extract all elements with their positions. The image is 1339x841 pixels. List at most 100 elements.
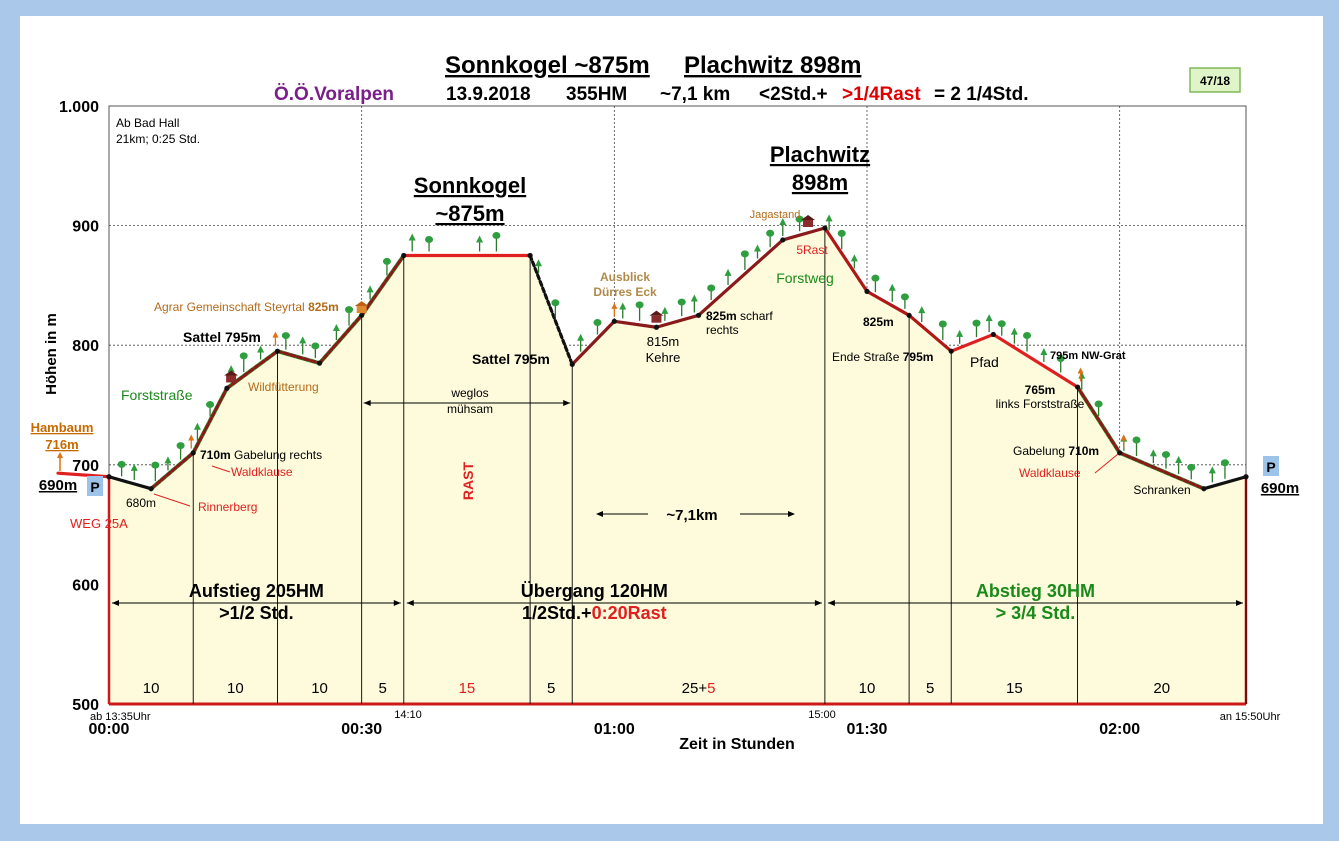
nwgrat-label: 795m NW-Grat [1050,350,1126,362]
waldklause-right-pointer [1094,453,1119,474]
x-tick-label: 00:00 [89,721,130,738]
tree-icon [825,214,833,222]
schranken-label: Schranken [1133,483,1190,497]
e825-descent-label: 825m [863,315,894,329]
profile-segment [191,386,229,455]
tree-icon [281,332,290,340]
phase-arrow-head [814,600,822,606]
waypoint-arrow-head [1120,434,1127,441]
tree-icon [740,250,749,258]
subtitle-distance: ~7,1 km [660,84,730,105]
ende-strasse-label: Ende Straße 795m [832,350,933,364]
waypoint-arrow-head [1077,367,1084,374]
tree-icon [918,306,926,314]
tree-icon [619,302,627,310]
tree-icon [766,229,775,237]
segment-duration-label: 20 [1153,680,1170,697]
segment-duration-label: 15 [459,680,476,697]
badge-label: 47/18 [1200,74,1230,88]
ausblick-label: Ausblick [600,270,650,284]
profile-segment [696,238,785,317]
profile-segment [654,313,701,329]
tree-icon [677,298,686,306]
profile-segment [570,319,616,366]
tree-icon [1175,455,1183,463]
pfad-label: Pfad [970,354,999,370]
tree-icon [635,301,644,309]
profile-point [224,385,230,391]
profile-point [653,324,660,330]
tree-icon [690,294,698,302]
profile-point [106,474,112,480]
profile-segment [907,313,953,353]
parking-label-start: P [90,479,99,495]
chart-title-sonnkogel: Sonnkogel ~875m [445,52,650,79]
jagastand-label: Jagastand [750,209,801,221]
tree-icon [1161,451,1170,459]
segment-duration-label: 10 [311,680,328,697]
profile-point [527,252,533,259]
tree-icon [956,329,964,337]
phase-duration: 1/2Std.+0:20Rast [522,603,667,623]
sonnkogel-peak-elev: ~875m [435,201,504,226]
links-forst-label: links Forststraße [996,397,1085,411]
time-start-label: ab 13:35Uhr [90,711,151,723]
y-tick-label: 900 [72,219,99,236]
tree-icon [1040,348,1048,356]
profile-segment [1202,475,1248,491]
phase-arrow-head [112,600,119,606]
tree-icon [332,324,340,332]
profile-segment [949,332,995,353]
tree-icon [577,333,585,341]
phase-title: Aufstieg 205HM [189,581,324,601]
profile-point [695,312,702,318]
tree-icon [593,319,602,327]
subtitle-date: 13.9.2018 [446,84,531,105]
weglos-label: weglos [450,386,488,400]
sonnkogel-peak-name: Sonnkogel [414,173,526,198]
hut-icon [226,375,237,383]
parking-sign-start [87,476,103,496]
tree-icon [193,422,201,430]
segment-duration-label: 25+5 [682,680,716,697]
start-elevation: 690m [39,477,77,494]
rast5-label: 5Rast [796,243,828,257]
sattel-left-label: Sattel 795m [183,329,261,345]
tree-icon [985,314,993,322]
time-end-label: an 15:50Uhr [1220,711,1281,723]
tree-icon [888,283,896,291]
forststrasse-label: Forststraße [121,387,193,403]
waypoint-arrow-head [611,302,618,309]
start-info-2: 21km; 0:25 Std. [116,132,200,146]
elevation-profile-chart: 500 600 700 800 900 1.000 00:00 00:30 01:00 01:30… [31,52,1300,753]
subtitle-time-c: = 2 1/4Std. [934,84,1029,105]
e680-label: 680m [126,496,156,510]
chart-frame: 500 600 700 800 900 1.000 00:00 00:30 01:00 01:30… [20,16,1323,824]
rinnerberg-pointer [153,493,191,507]
profile-point [316,360,323,366]
profile-point [780,237,786,243]
tree-icon [299,336,307,344]
kehre-label: Kehre [646,350,681,365]
profile-segment [865,289,911,317]
segment-duration-label: 5 [926,680,934,697]
phase-arrow-head [406,600,414,606]
tree-icon [551,299,560,307]
tree-icon [164,456,172,464]
sattel-right-label: Sattel 795m [472,351,550,367]
profile-segment [360,253,406,317]
profile-segment [1075,385,1122,455]
time-1410-label: 14:10 [394,709,422,721]
phase-arrow-head [393,600,401,606]
y-tick-label: 600 [72,577,99,594]
weglos-arrow-head [363,400,371,406]
profile-segment [317,313,364,365]
profile-segment [275,349,322,365]
tree-icon [661,306,669,314]
badge-box [1189,67,1241,93]
tree-icon [227,365,235,373]
phase-arrow-head [827,600,835,606]
tree-icon [382,257,391,265]
subtitle-time-b: >1/4Rast [842,84,921,105]
tree-icon [850,254,858,262]
